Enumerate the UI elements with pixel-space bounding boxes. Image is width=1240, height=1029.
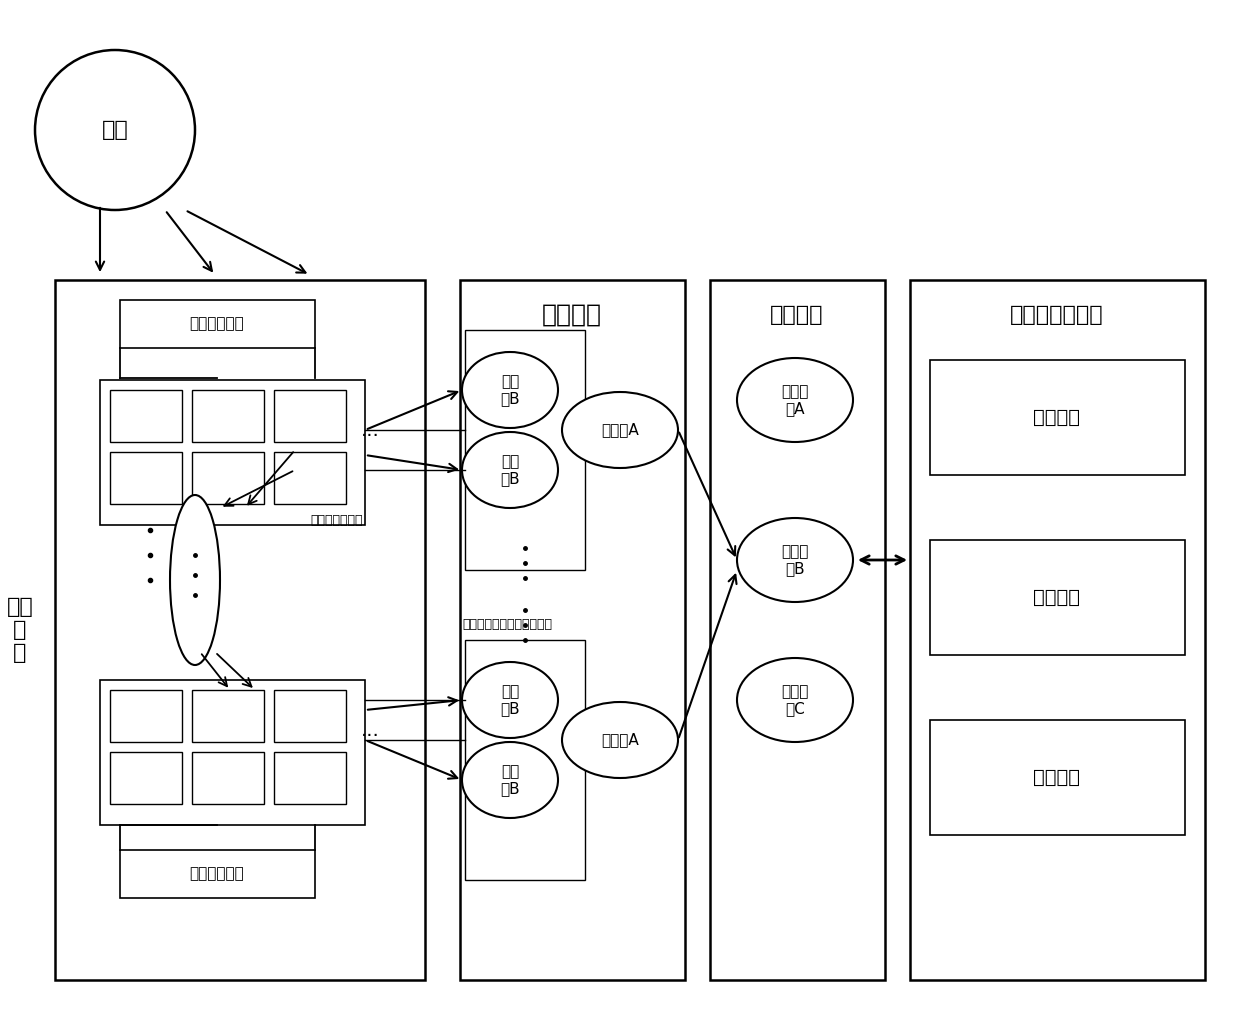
Bar: [274, 390, 346, 442]
Bar: [460, 280, 684, 980]
Text: 采集装置: 采集装置: [542, 303, 601, 327]
Bar: [110, 390, 182, 442]
Text: 光伏
阵
列: 光伏 阵 列: [6, 597, 33, 664]
Text: 工作信号组件: 工作信号组件: [190, 866, 244, 882]
Text: 控制模
块C: 控制模 块C: [781, 684, 808, 716]
Bar: [120, 300, 315, 348]
Bar: [192, 390, 264, 442]
Bar: [274, 452, 346, 504]
Text: 太阳: 太阳: [102, 120, 129, 140]
Text: 采集
器B: 采集 器B: [500, 374, 520, 406]
Bar: [192, 452, 264, 504]
Bar: [711, 280, 885, 980]
Bar: [930, 360, 1185, 475]
Ellipse shape: [737, 518, 853, 602]
Bar: [100, 680, 365, 825]
Bar: [120, 850, 315, 898]
Bar: [465, 640, 585, 880]
Bar: [110, 452, 182, 504]
Bar: [55, 280, 425, 980]
Text: 监测模块: 监测模块: [1033, 407, 1080, 426]
Bar: [110, 752, 182, 804]
Text: ...: ...: [361, 720, 379, 740]
Ellipse shape: [737, 358, 853, 442]
Bar: [192, 752, 264, 804]
Text: ...: ...: [361, 421, 379, 439]
Bar: [110, 690, 182, 742]
Ellipse shape: [170, 495, 219, 665]
Text: 采集
器B: 采集 器B: [500, 684, 520, 716]
Text: 控制模
块B: 控制模 块B: [781, 543, 808, 576]
Ellipse shape: [463, 662, 558, 738]
Text: 控制模
块A: 控制模 块A: [781, 384, 808, 416]
Text: 太阳能电池组件: 太阳能电池组件: [310, 513, 362, 527]
Bar: [100, 380, 365, 525]
Text: 工作信号组件: 工作信号组件: [190, 317, 244, 331]
Ellipse shape: [463, 352, 558, 428]
Bar: [274, 690, 346, 742]
Bar: [910, 280, 1205, 980]
Ellipse shape: [562, 392, 678, 468]
Text: 监测中心服务器: 监测中心服务器: [1011, 305, 1104, 325]
Text: 决定光伏组件是否正常工作: 决定光伏组件是否正常工作: [463, 618, 552, 632]
Ellipse shape: [463, 742, 558, 818]
Bar: [930, 720, 1185, 835]
Text: 采集
器B: 采集 器B: [500, 454, 520, 486]
Text: 采集
器B: 采集 器B: [500, 764, 520, 796]
Text: 采集器A: 采集器A: [601, 733, 639, 747]
Bar: [274, 752, 346, 804]
Text: 处理模块: 处理模块: [1033, 588, 1080, 606]
Bar: [930, 540, 1185, 655]
Circle shape: [35, 50, 195, 210]
Text: 控制装置: 控制装置: [770, 305, 823, 325]
Ellipse shape: [562, 702, 678, 778]
Ellipse shape: [463, 432, 558, 508]
Bar: [465, 330, 585, 570]
Ellipse shape: [737, 658, 853, 742]
Bar: [192, 690, 264, 742]
Text: 采集器A: 采集器A: [601, 423, 639, 437]
Text: 设置模块: 设置模块: [1033, 768, 1080, 786]
